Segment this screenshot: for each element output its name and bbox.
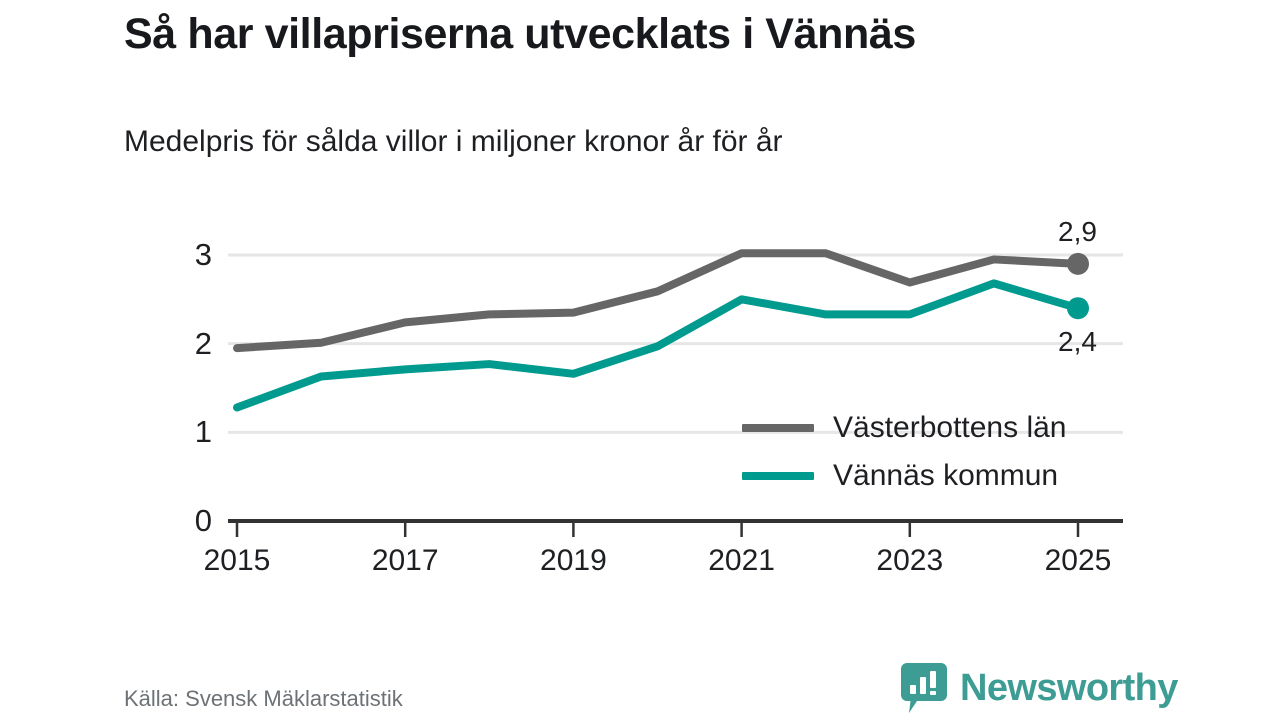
- series-value-label: 2,9: [1058, 215, 1097, 247]
- x-axis-tick-label: 2025: [1044, 544, 1112, 577]
- series-end-marker: [1067, 252, 1089, 275]
- newsworthy-bars-bubble-icon: [901, 663, 947, 713]
- chart-subtitle: Medelpris för sålda villor i miljoner kr…: [124, 125, 783, 158]
- legend-item-label: Västerbottens län: [833, 411, 1067, 444]
- x-axis-tick-label: 2015: [203, 544, 271, 577]
- line-swatch-icon: [742, 424, 814, 432]
- legend-item-label: Vännäs kommun: [833, 459, 1059, 492]
- legend-item-vasterbottens-lan[interactable]: Västerbottens län: [742, 404, 1066, 452]
- source-note: Källa: Svensk Mäklarstatistik: [124, 686, 403, 711]
- series-end-marker: [1067, 297, 1089, 320]
- y-axis-tick-label: 3: [194, 237, 212, 272]
- series-line: [233, 249, 1082, 353]
- brand-name: Newsworthy: [960, 667, 1178, 709]
- series-value-label: 2,4: [1058, 326, 1097, 358]
- x-axis-tick-label: 2019: [540, 544, 607, 577]
- series-line: [233, 279, 1082, 412]
- line-swatch-icon: [742, 472, 814, 480]
- x-axis-tick-label: 2017: [371, 544, 439, 577]
- brand-logo: Newsworthy: [901, 663, 1178, 713]
- page-title: Så har villapriserna utvecklats i Vännäs: [124, 10, 916, 58]
- y-axis-tick-label: 1: [194, 414, 212, 450]
- x-axis-tick-label: 2023: [876, 544, 944, 577]
- y-axis-tick-label: 2: [194, 325, 212, 361]
- y-axis-tick-label: 0: [194, 503, 212, 538]
- x-axis-tick-label: 2021: [708, 544, 775, 577]
- chart-legend: Västerbottens län Vännäs kommun: [742, 404, 1066, 500]
- legend-item-vannas-kommun[interactable]: Vännäs kommun: [742, 452, 1066, 500]
